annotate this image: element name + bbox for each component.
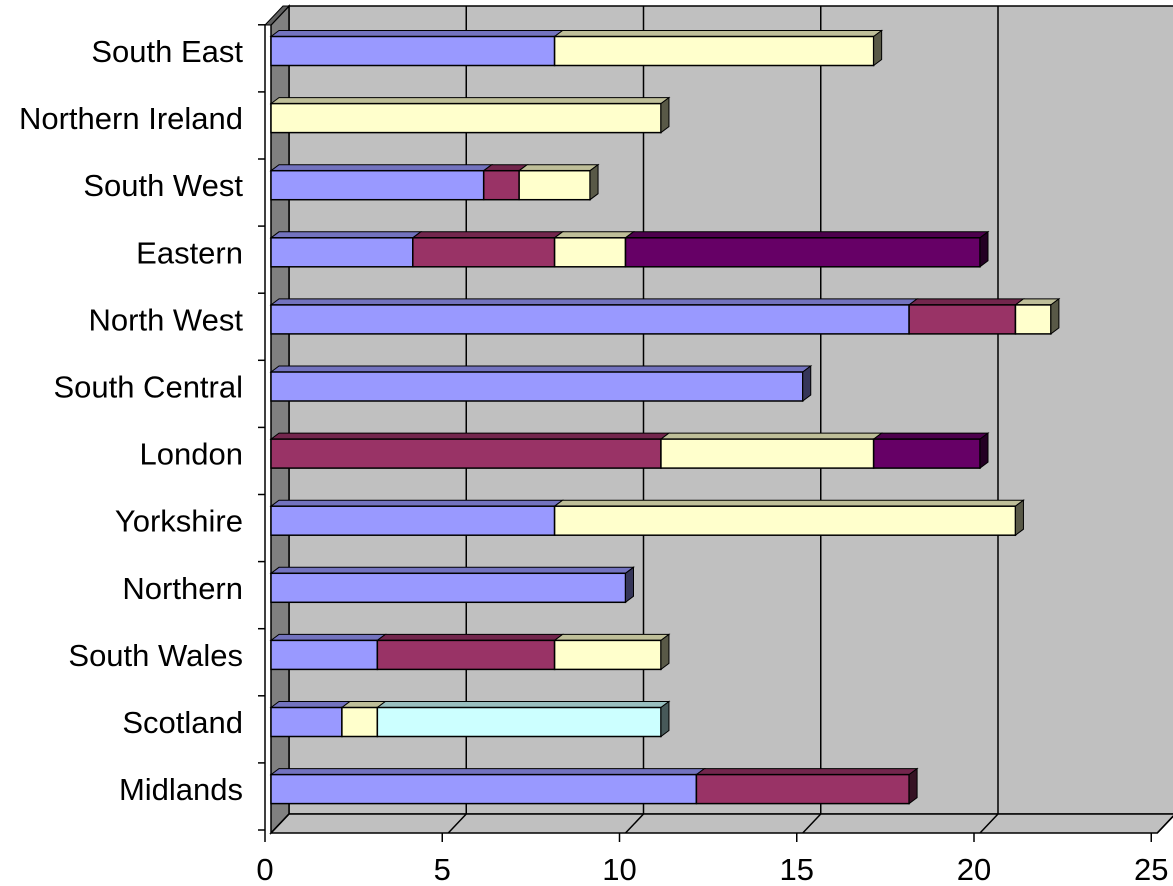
bar-top-face (411, 231, 565, 239)
category-label: Northern (122, 571, 243, 606)
plot-floor (269, 813, 1173, 834)
x-tick-label: 20 (957, 852, 991, 886)
y-axis-edge (263, 5, 291, 26)
bar-end-face (873, 29, 883, 67)
bar-top-face (553, 30, 884, 37)
bar-top-face (375, 633, 565, 641)
bar-segment (270, 706, 343, 738)
plot-back-wall (288, 5, 1173, 815)
bar-top-face (269, 768, 706, 776)
bar-top-face (269, 298, 919, 306)
bar-top-face (872, 432, 990, 440)
bar-segment (270, 169, 485, 201)
bar-top-face (907, 298, 1025, 306)
bar-segment (695, 773, 910, 805)
bar-top-face (375, 701, 671, 708)
x-tick-label: 10 (602, 852, 636, 886)
bar-segment (908, 304, 1017, 335)
category-label: South West (83, 168, 243, 203)
x-tick-label: 5 (434, 852, 451, 886)
bar-end-face (1050, 297, 1060, 335)
floor-gridline (802, 813, 822, 834)
bar-end-face (625, 566, 634, 604)
category-label: Midlands (119, 772, 243, 807)
bar-segment (553, 639, 662, 671)
bar-top-face (659, 432, 884, 440)
bar-segment (270, 505, 556, 536)
bar-segment (270, 639, 379, 671)
category-label: Scotland (122, 705, 243, 740)
bar-segment (553, 505, 1017, 536)
bar-end-face (1014, 499, 1024, 537)
bar-segment (376, 639, 556, 671)
bar-segment (270, 304, 910, 335)
bar-segment (1014, 304, 1052, 335)
bar-segment (270, 35, 556, 67)
bar-segment (518, 169, 591, 201)
category-label: North West (89, 302, 244, 337)
bar-top-face (553, 499, 1025, 507)
bar-top-face (269, 30, 565, 37)
x-tick-label: 25 (1134, 852, 1168, 886)
bar-segment (660, 438, 875, 469)
bar-top-face (269, 566, 635, 574)
category-label: South Wales (68, 638, 243, 673)
category-label: Northern Ireland (19, 101, 243, 136)
category-label: South East (91, 34, 243, 69)
bar-top-face (269, 701, 352, 708)
bar-end-face (979, 230, 989, 268)
category-label: Yorkshire (115, 504, 243, 539)
bar-top-face (269, 164, 494, 172)
floor-gridline (270, 813, 290, 834)
bar-top-face (269, 231, 423, 239)
bar-end-face (802, 365, 812, 402)
floor-gridline (624, 813, 645, 834)
bar-end-face (979, 432, 989, 470)
bar-segment (270, 572, 627, 604)
bar-top-face (553, 231, 635, 239)
floor-gridline (979, 813, 999, 834)
bar-end-face (589, 163, 599, 201)
bar-top-face (517, 164, 600, 172)
bar-segment (553, 237, 627, 268)
bar-top-face (269, 633, 387, 641)
bar-top-face (694, 768, 919, 776)
category-label: South Central (53, 370, 243, 405)
bar-top-face (269, 365, 813, 373)
bar-segment (624, 237, 981, 268)
bar-top-face (269, 499, 565, 507)
bar-segment (270, 438, 662, 469)
bar-end-face (660, 633, 670, 671)
bar-end-face (660, 96, 670, 134)
x-tick-label: 0 (256, 852, 273, 886)
bar-top-face (269, 97, 671, 105)
bar-segment (482, 169, 520, 201)
x-tick-label: 15 (780, 852, 814, 886)
bar-segment (412, 237, 556, 268)
bar-segment (341, 706, 379, 738)
bar-segment (553, 35, 875, 67)
floor-gridline (1156, 815, 1173, 834)
category-label: Eastern (136, 235, 243, 270)
bar-segment (872, 438, 981, 469)
bar-segment (270, 237, 414, 268)
floor-gridline (447, 813, 467, 834)
bar-top-face (269, 432, 671, 440)
bar-segment (376, 706, 662, 738)
bar-top-face (624, 231, 990, 239)
bar-segment (270, 102, 662, 134)
bar-top-face (553, 633, 671, 641)
bar-end-face (908, 767, 918, 805)
bar-segment (270, 371, 804, 402)
bar-end-face (660, 700, 670, 738)
category-label: London (140, 437, 243, 472)
bar-segment (270, 773, 698, 805)
